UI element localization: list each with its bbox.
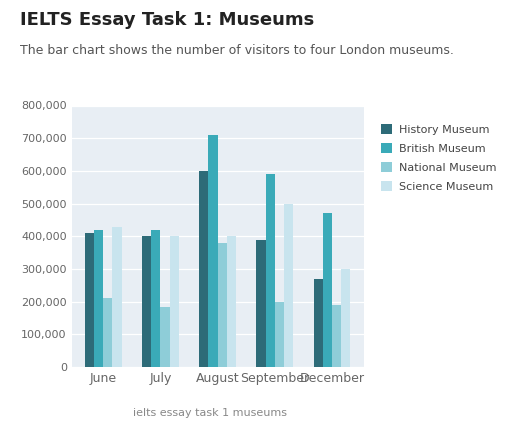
Bar	[113, 227, 121, 367]
Bar	[85, 233, 94, 367]
Bar	[94, 230, 103, 367]
Bar	[199, 171, 208, 367]
Bar	[103, 298, 113, 367]
Bar	[284, 203, 293, 367]
Bar	[341, 269, 350, 367]
Bar	[266, 174, 275, 367]
Bar	[314, 279, 323, 367]
Text: ielts essay task 1 museums: ielts essay task 1 museums	[133, 408, 287, 418]
Bar	[151, 230, 160, 367]
Bar	[169, 236, 179, 367]
Bar	[257, 240, 266, 367]
Legend: History Museum, British Museum, National Museum, Science Museum: History Museum, British Museum, National…	[381, 124, 496, 192]
Bar	[332, 305, 341, 367]
Bar	[227, 236, 236, 367]
Bar	[275, 302, 284, 367]
Bar	[218, 243, 227, 367]
Bar	[160, 307, 169, 367]
Bar	[208, 135, 218, 367]
Text: The bar chart shows the number of visitors to four London museums.: The bar chart shows the number of visito…	[20, 44, 454, 57]
Bar	[142, 236, 151, 367]
Text: IELTS Essay Task 1: Museums: IELTS Essay Task 1: Museums	[20, 11, 315, 29]
Bar	[323, 214, 332, 367]
